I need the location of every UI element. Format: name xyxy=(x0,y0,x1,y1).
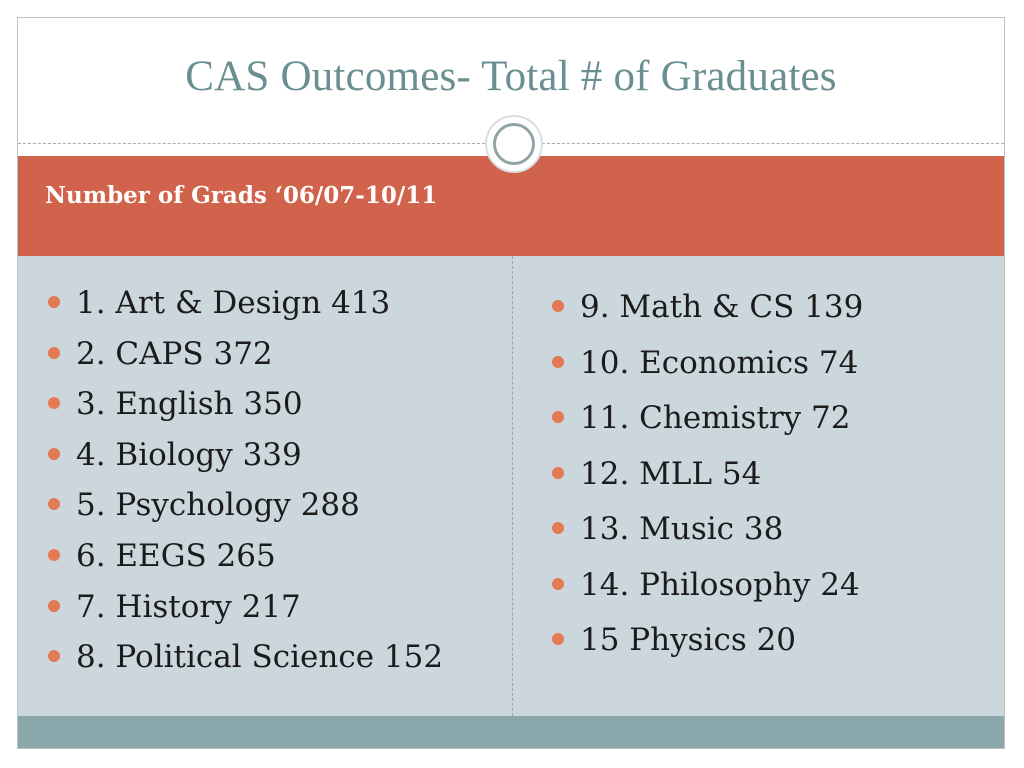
list-item-text: 11. Chemistry 72 xyxy=(580,400,851,436)
bullet-icon xyxy=(48,447,60,460)
header-band: Number of Grads ‘06/07-10/11 xyxy=(18,156,1004,256)
bullet-icon xyxy=(552,300,564,312)
list-item-text: 13. Music 38 xyxy=(580,511,784,547)
right-list: 9. Math & CS 139 10. Economics 74 11. Ch… xyxy=(552,286,992,675)
list-item: 12. MLL 54 xyxy=(552,453,992,509)
list-item-text: 6. EEGS 265 xyxy=(76,537,276,574)
list-item: 2. CAPS 372 xyxy=(48,333,508,384)
content-area: 1. Art & Design 413 2. CAPS 372 3. Engli… xyxy=(18,256,1004,716)
circle-ornament-icon xyxy=(485,115,543,173)
bullet-icon xyxy=(48,599,60,612)
list-item-text: 7. History 217 xyxy=(76,588,301,625)
bullet-icon xyxy=(48,650,60,663)
list-item-text: 15 Physics 20 xyxy=(580,622,797,658)
list-item-text: 1. Art & Design 413 xyxy=(76,285,391,321)
list-item: 15 Physics 20 xyxy=(552,619,992,675)
list-item: 11. Chemistry 72 xyxy=(552,397,992,453)
slide-title: CAS Outcomes- Total # of Graduates xyxy=(185,53,837,100)
section-header: Number of Grads ‘06/07-10/11 xyxy=(45,182,438,209)
list-item-text: 10. Economics 74 xyxy=(580,344,859,381)
list-item: 3. English 350 xyxy=(48,383,508,434)
list-item-text: 4. Biology 339 xyxy=(76,436,302,473)
bullet-icon xyxy=(48,296,60,308)
bullet-icon xyxy=(48,397,60,410)
list-item-text: 5. Psychology 288 xyxy=(76,487,360,524)
bullet-icon xyxy=(48,548,60,561)
list-item: 5. Psychology 288 xyxy=(48,484,508,535)
list-item: 8. Political Science 152 xyxy=(48,636,508,687)
list-item-text: 3. English 350 xyxy=(76,386,303,423)
bullet-icon xyxy=(552,633,564,645)
list-item: 1. Art & Design 413 xyxy=(48,282,508,333)
list-item: 6. EEGS 265 xyxy=(48,535,508,586)
list-item: 13. Music 38 xyxy=(552,508,992,564)
list-item: 10. Economics 74 xyxy=(552,342,992,398)
list-item-text: 12. MLL 54 xyxy=(580,455,762,492)
list-item: 7. History 217 xyxy=(48,586,508,637)
list-item-text: 8. Political Science 152 xyxy=(76,639,444,676)
list-item-text: 14. Philosophy 24 xyxy=(580,566,860,603)
list-item: 4. Biology 339 xyxy=(48,434,508,485)
column-divider xyxy=(512,256,513,716)
bullet-icon xyxy=(552,411,564,423)
list-item: 14. Philosophy 24 xyxy=(552,564,992,620)
list-item: 9. Math & CS 139 xyxy=(552,286,992,342)
bullet-icon xyxy=(552,577,564,590)
left-list: 1. Art & Design 413 2. CAPS 372 3. Engli… xyxy=(48,282,508,687)
list-item-text: 9. Math & CS 139 xyxy=(580,289,864,325)
bullet-icon xyxy=(48,346,60,359)
bullet-icon xyxy=(552,355,564,368)
list-item-text: 2. CAPS 372 xyxy=(76,335,273,372)
footer-band xyxy=(18,716,1004,748)
slide-frame: CAS Outcomes- Total # of Graduates Numbe… xyxy=(17,17,1005,749)
bullet-icon xyxy=(552,522,564,534)
bullet-icon xyxy=(48,498,60,511)
circle-ornament-inner xyxy=(493,123,535,165)
bullet-icon xyxy=(552,466,564,479)
